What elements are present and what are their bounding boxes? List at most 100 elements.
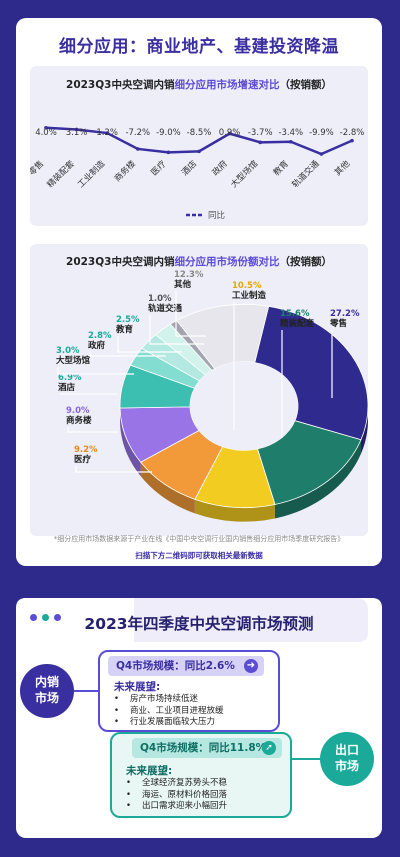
slice-value-label-9: 2.5% [116, 315, 140, 325]
donut-hole [190, 361, 298, 451]
slice-side-4 [140, 462, 195, 514]
slice-name-label-11: 其他 [174, 279, 192, 290]
dot-3 [54, 614, 61, 621]
leader-line-7 [57, 367, 134, 375]
growth-chart-title: 2023Q3中央空调内销细分应用市场增速对比（按销额） [30, 77, 368, 92]
slice-value-label-6: 6.9% [58, 373, 82, 383]
growth-value-label-2: 3.1% [66, 128, 88, 138]
domestic-scale-label: Q4市场规模：同比2.6% [108, 656, 264, 676]
arrow-up-right-icon: ➚ [262, 741, 276, 755]
slice-name-label-5: 商务楼 [66, 415, 92, 426]
growth-title-prefix: 2023Q3中央空调内销 [66, 79, 175, 91]
slice-side-2 [274, 439, 361, 519]
growth-point-5 [166, 150, 171, 155]
growth-value-label-3: 1.2% [96, 128, 118, 138]
share-chart-title: 2023Q3中央空调内销细分应用市场份额对比（按销额） [30, 254, 368, 269]
growth-chart-panel: 2023Q3中央空调内销细分应用市场增速对比（按销额） 4.0% 零售 3.1% 精装… [30, 66, 368, 226]
slice-name-label-2: 精装配套 [280, 318, 315, 329]
export-market-bubble: 出口 市场 [320, 732, 374, 786]
growth-value-label-4: -7.2% [125, 128, 150, 138]
growth-point-1 [44, 125, 48, 130]
slice-name-label-7: 大型场馆 [56, 355, 91, 366]
decorative-dots [30, 614, 61, 621]
slice-其他 [176, 303, 270, 370]
slice-side-5 [120, 408, 141, 477]
slice-name-label-9: 教育 [115, 324, 134, 335]
slice-value-label-1: 27.2% [330, 309, 360, 319]
domestic-market-bubble: 内销 市场 [20, 664, 74, 718]
growth-point-6 [197, 149, 201, 154]
forecast-header-decoration [16, 598, 382, 644]
share-title-suffix: （按销额） [279, 256, 332, 268]
list-item: 行业发展面临较大压力 [114, 717, 224, 729]
market-analysis-card: 细分应用：商业地产、基建投资降温 2023Q3中央空调内销细分应用市场增速对比（… [16, 18, 382, 566]
growth-legend-label: 同比 [208, 210, 225, 221]
slice-name-label-3: 工业制造 [232, 290, 267, 301]
share-title-highlight: 细分应用市场份额对比 [174, 256, 280, 268]
export-scale-label: Q4市场规模：同比11.8% [132, 738, 282, 758]
donut-labels: 27.2%零售 15.6%精装配套 10.5%工业制造 9.2%医疗 9.0%商务楼 6.… [56, 270, 360, 473]
list-item: 商业、工业项目进程放缓 [114, 706, 224, 718]
arrow-right-icon: ➜ [244, 659, 258, 673]
slice-value-label-5: 9.0% [66, 406, 90, 416]
leader-line-9 [117, 336, 182, 353]
export-bubble-label: 出口 市场 [334, 743, 359, 773]
growth-point-4 [136, 147, 140, 151]
share-chart-panel: 2023Q3中央空调内销细分应用市场份额对比（按销额） 27.2% 零售 15.6%… [30, 244, 368, 536]
slice-name-label-10: 轨道交通 [148, 303, 183, 314]
leader-line-4 [75, 466, 152, 473]
domestic-outlook-heading: 未来展望: [114, 681, 161, 693]
growth-value-label-10: -9.9% [309, 128, 334, 138]
export-forecast-box: Q4市场规模：同比11.8% ➚ 未来展望: 全球经济复苏势头不稳 海运、原材料… [110, 732, 292, 818]
growth-title-suffix: （按销额） [279, 79, 332, 91]
slice-value-label-7: 3.0% [56, 346, 80, 356]
card-title: 细分应用：商业地产、基建投资降温 [59, 37, 339, 57]
qr-code-hint: 扫描下方二维码即可获取相关最新数据 [135, 551, 263, 560]
leader-line-10 [149, 315, 204, 345]
growth-line-chart: 4.0%零售3.1%精装配套1.2%工业制造-7.2%商务楼-9.0%医疗-8.… [30, 125, 365, 221]
data-source-footnote: *细分应用市场数据来源于产业在线《中国中央空调行业国内销售细分应用市场季度研究报… [53, 535, 345, 543]
dot-1 [30, 614, 37, 621]
list-item: 海运、原材料价格回落 [126, 790, 227, 802]
list-item: 全球经济复苏势头不稳 [126, 778, 227, 790]
slice-value-label-10: 1.0% [148, 294, 172, 304]
slice-name-label-8: 政府 [88, 340, 106, 351]
growth-value-label-8: -3.7% [248, 128, 273, 138]
growth-point-11 [350, 138, 354, 143]
growth-value-label-7: 0.9% [219, 128, 241, 138]
slice-name-label-1: 零售 [329, 318, 347, 329]
domestic-forecast-box: Q4市场规模：同比2.6% ➜ 未来展望: 房产市场持续低迷 商业、工业项目进程… [98, 650, 280, 732]
growth-point-2 [74, 127, 79, 132]
list-item: 房产市场持续低迷 [114, 694, 224, 706]
slice-value-label-2: 15.6% [280, 309, 310, 319]
growth-value-label-5: -9.0% [156, 128, 181, 138]
growth-value-label-11: -2.8% [340, 128, 365, 138]
growth-title-highlight: 细分应用市场增速对比 [174, 79, 280, 91]
slice-value-label-11: 12.3% [174, 270, 204, 280]
slice-name-label-6: 酒店 [58, 382, 76, 393]
growth-value-label-6: -8.5% [187, 128, 212, 138]
list-item: 出口需求迎来小幅回升 [126, 801, 227, 813]
forecast-title: 2023年四季度中央空调市场预测 [84, 615, 314, 633]
leader-line-5 [67, 427, 118, 433]
dot-2 [42, 614, 49, 621]
slice-value-label-4: 9.2% [74, 445, 98, 455]
slice-value-label-3: 10.5% [232, 281, 262, 291]
growth-point-3 [105, 131, 109, 135]
slice-name-label-4: 医疗 [74, 454, 92, 465]
growth-value-label-1: 4.0% [35, 128, 57, 138]
slice-value-label-8: 2.8% [88, 331, 112, 341]
leader-line-11 [175, 291, 206, 337]
export-outlook-list: 全球经济复苏势头不稳 海运、原材料价格回落 出口需求迎来小幅回升 [126, 778, 227, 813]
growth-point-8 [258, 140, 262, 145]
growth-point-10 [319, 152, 324, 156]
share-donut-chart: 27.2%零售 15.6%精装配套 10.5%工业制造 9.2%医疗 9.0%商务楼 6.… [56, 270, 368, 522]
growth-point-9 [289, 139, 293, 144]
domestic-bubble-label: 内销 市场 [34, 675, 59, 705]
donut-top [119, 303, 368, 509]
growth-value-label-9: -3.4% [278, 128, 303, 138]
export-outlook-heading: 未来展望: [126, 765, 173, 777]
domestic-outlook-list: 房产市场持续低迷 商业、工业项目进程放缓 行业发展面临较大压力 [114, 694, 224, 729]
growth-point-7 [227, 131, 232, 136]
